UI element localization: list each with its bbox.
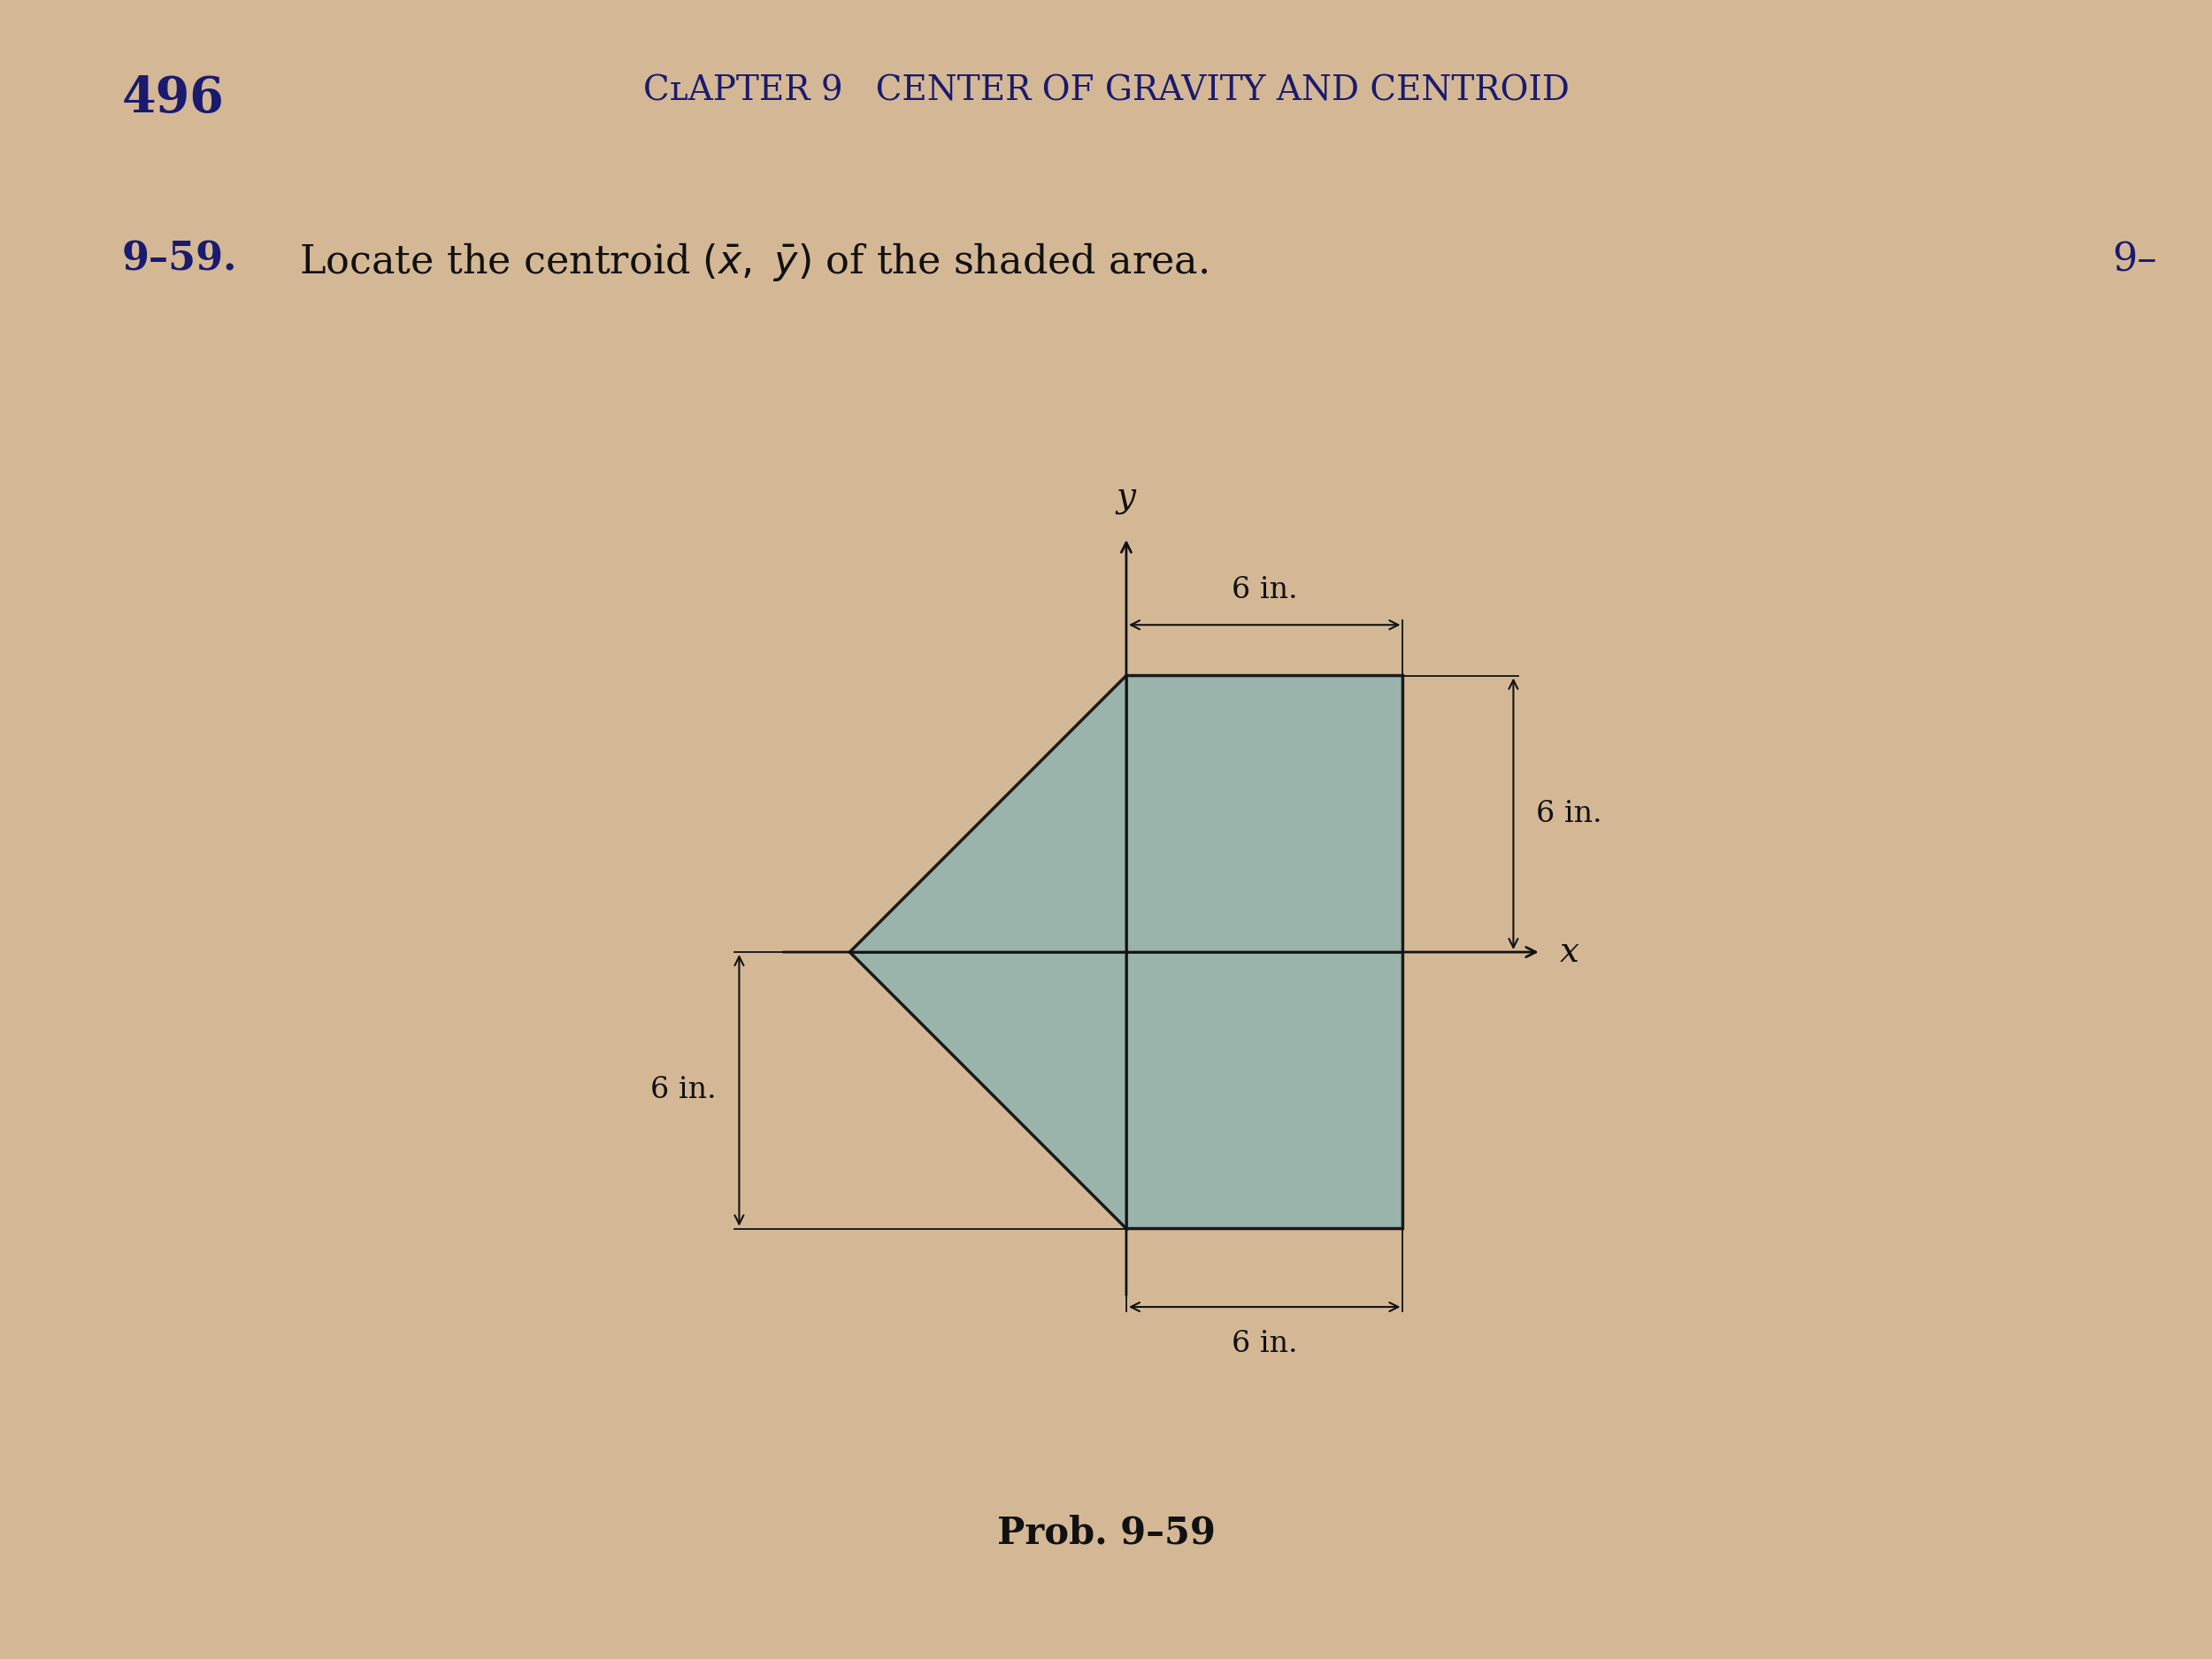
Text: y: y — [1117, 481, 1137, 514]
Text: Prob. 9–59: Prob. 9–59 — [998, 1515, 1214, 1551]
Text: Locate the centroid $(\bar{x},\ \bar{y})$ of the shaded area.: Locate the centroid $(\bar{x},\ \bar{y})… — [299, 241, 1208, 284]
Text: 6 in.: 6 in. — [1537, 800, 1601, 828]
Text: 6 in.: 6 in. — [650, 1077, 717, 1105]
Text: 9–: 9– — [2112, 241, 2157, 279]
Text: x: x — [1559, 936, 1579, 969]
Text: CʟAPTER 9   CENTER OF GRAVITY AND CENTROID: CʟAPTER 9 CENTER OF GRAVITY AND CENTROID — [644, 75, 1568, 108]
Text: 6 in.: 6 in. — [1232, 576, 1298, 604]
Text: 496: 496 — [122, 75, 223, 123]
Text: 9–59.: 9–59. — [122, 241, 237, 279]
Text: 6 in.: 6 in. — [1232, 1331, 1298, 1359]
Polygon shape — [849, 675, 1402, 1229]
